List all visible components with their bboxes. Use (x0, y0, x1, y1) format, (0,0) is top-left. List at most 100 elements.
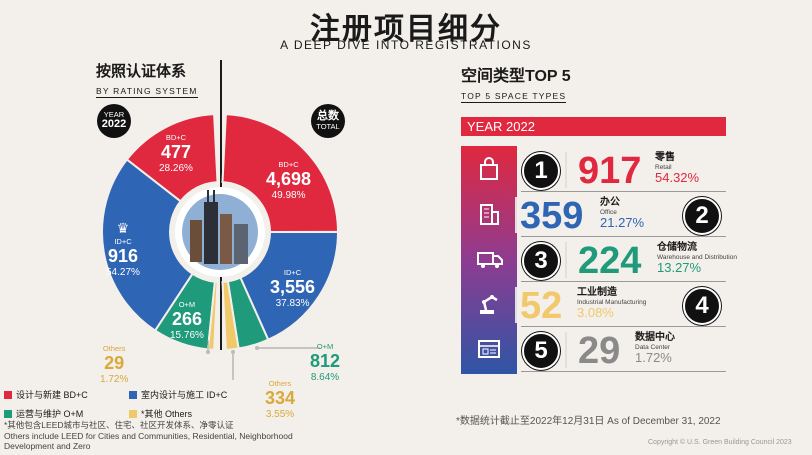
slice-donut-left-idc (101, 158, 194, 332)
label-idc-total-pct: 37.83% (275, 298, 310, 309)
label-others-2022-cat: Others (102, 344, 126, 353)
label-others-total-value: 334 (265, 388, 296, 408)
space-pct: 3.08% (577, 304, 614, 320)
label-others-total-cat: Others (268, 379, 292, 388)
space-label: 工业制造 Industrial Manufacturing 3.08% (577, 287, 646, 321)
rating-heading-en: BY RATING SYSTEM (96, 86, 198, 98)
label-om-2022: O+M 266 15.76% (170, 300, 204, 341)
label-idc-total: ID+C 3,556 37.83% (270, 268, 315, 309)
space-label: 仓储物流 Warehouse and Distribution 13.27% (657, 242, 737, 276)
legend-item-idc: 室内设计与施工 ID+C (129, 388, 249, 401)
space-label: 数据中心 Data Center 1.72% (635, 332, 675, 366)
row-divider (521, 236, 726, 237)
leader-dot-3 (255, 346, 259, 350)
slice-donut-left-others (206, 280, 219, 351)
space-label: 办公 Office 21.27% (600, 197, 644, 231)
label-bdc-total: BD+C 4,698 49.98% (266, 160, 311, 201)
donut-total (221, 113, 340, 351)
copyright: Copyright © U.S. Green Building Council … (648, 439, 792, 446)
space-label-en: Retail (655, 163, 672, 171)
space-value: 359 (520, 195, 584, 237)
space-label-en: Office (600, 208, 617, 216)
space-heading-en: TOP 5 SPACE TYPES (461, 91, 567, 103)
space-label-zh: 工业制造 (577, 287, 617, 298)
others-footnote-zh: *其他包含LEED城市与社区、住宅、社区开发体系、净零认证 (4, 420, 234, 430)
label-bdc-total-pct: 49.98% (271, 190, 306, 201)
space-label-zh: 数据中心 (635, 332, 675, 343)
year-bar: YEAR 2022 (461, 117, 726, 136)
space-label: 零售 Retail 54.32% (655, 152, 699, 186)
label-om-total-pct: 8.64% (310, 372, 340, 383)
space-label-zh: 办公 (600, 197, 620, 208)
legend-label: *其他 Others (141, 409, 193, 419)
rank-badge: 1 (522, 152, 560, 190)
label-om-total-cat: O+M (316, 342, 334, 351)
label-idc-2022-pct: 54.27% (106, 267, 140, 278)
legend: 设计与新建 BD+C 室内设计与施工 ID+C 运营与维护 O+M *其他 Ot… (4, 388, 249, 420)
legend-swatch (129, 390, 137, 399)
label-om-2022-value: 266 (171, 309, 202, 329)
leader-dot-2 (231, 350, 235, 354)
label-bdc-2022-pct: 28.26% (159, 163, 193, 174)
space-value: 29 (578, 330, 621, 372)
rank-badge: 2 (683, 197, 721, 235)
label-idc-2022-cat: ID+C (114, 237, 132, 246)
label-others-total: Others 334 3.55% (265, 379, 295, 420)
donut-year-2022 (101, 113, 219, 351)
label-om-total-value: 812 (310, 351, 341, 371)
legend-swatch (129, 409, 137, 418)
row-divider (521, 371, 726, 372)
slice-donut-right-bdc (221, 113, 340, 233)
rating-heading: 按照认证体系 BY RATING SYSTEM (96, 60, 198, 99)
rating-heading-zh: 按照认证体系 (96, 63, 187, 80)
crown-icon: ♛ (116, 220, 130, 236)
year-badge: YEAR 2022 (97, 104, 131, 138)
label-bdc-total-cat: BD+C (278, 160, 299, 169)
building-photo-icon (182, 190, 258, 270)
rank-badge: 3 (522, 242, 560, 280)
total-badge-line2: TOTAL (316, 121, 340, 131)
label-idc-total-cat: ID+C (283, 268, 302, 277)
row-separator (565, 152, 567, 188)
label-others-2022-value: 29 (104, 353, 125, 373)
page-title: 注册项目细分 (310, 13, 502, 46)
label-om-2022-cat: O+M (178, 300, 196, 309)
legend-item-bdc: 设计与新建 BD+C (4, 388, 129, 401)
space-pct: 21.27% (600, 214, 645, 230)
label-idc-2022-value: 916 (107, 246, 138, 266)
label-om-total: O+M 812 8.64% (310, 342, 340, 383)
space-value: 52 (520, 285, 563, 327)
slice-donut-left-bdc (125, 113, 219, 203)
row-separator (565, 242, 567, 278)
legend-label: 运营与维护 O+M (16, 409, 84, 419)
label-bdc-2022-cat: BD+C (165, 133, 187, 142)
icon-column (461, 146, 517, 374)
label-others-total-pct: 3.55% (265, 409, 295, 420)
label-bdc-2022: BD+C 477 28.26% (159, 133, 193, 174)
row-divider (521, 191, 726, 192)
slice-donut-right-idc (239, 230, 340, 342)
space-heading: 空间类型TOP 5 TOP 5 SPACE TYPES (461, 62, 571, 104)
year-badge-line1: YEAR (103, 110, 125, 120)
total-badge-line1: 总数 (317, 110, 339, 123)
label-idc-total-value: 3,556 (270, 277, 316, 297)
rank-badge: 5 (522, 332, 560, 370)
label-idc-2022: ♛ ID+C 916 54.27% (106, 220, 140, 278)
office-building-icon (476, 201, 502, 232)
others-footnote-en: Others include LEED for Cities and Commu… (4, 430, 293, 452)
space-pct: 1.72% (635, 349, 672, 365)
delivery-truck-icon (476, 246, 504, 277)
space-pct: 54.32% (655, 169, 700, 185)
space-label-en: Data Center (635, 343, 671, 351)
leader-dot-1 (206, 350, 210, 354)
legend-item-om: 运营与维护 O+M (4, 407, 129, 420)
others-footnote: *其他包含LEED城市与社区、住宅、社区开发体系、净零认证 Others inc… (4, 420, 304, 452)
row-divider (521, 326, 726, 327)
shopping-bag-icon (476, 156, 502, 187)
row-separator (515, 197, 517, 233)
space-heading-zh: 空间类型TOP 5 (461, 68, 571, 85)
row-divider (521, 281, 726, 282)
slice-donut-left-om (153, 272, 216, 351)
data-cutoff-note: *数据统计截止至2022年12月31日 As of December 31, 2… (456, 416, 721, 427)
